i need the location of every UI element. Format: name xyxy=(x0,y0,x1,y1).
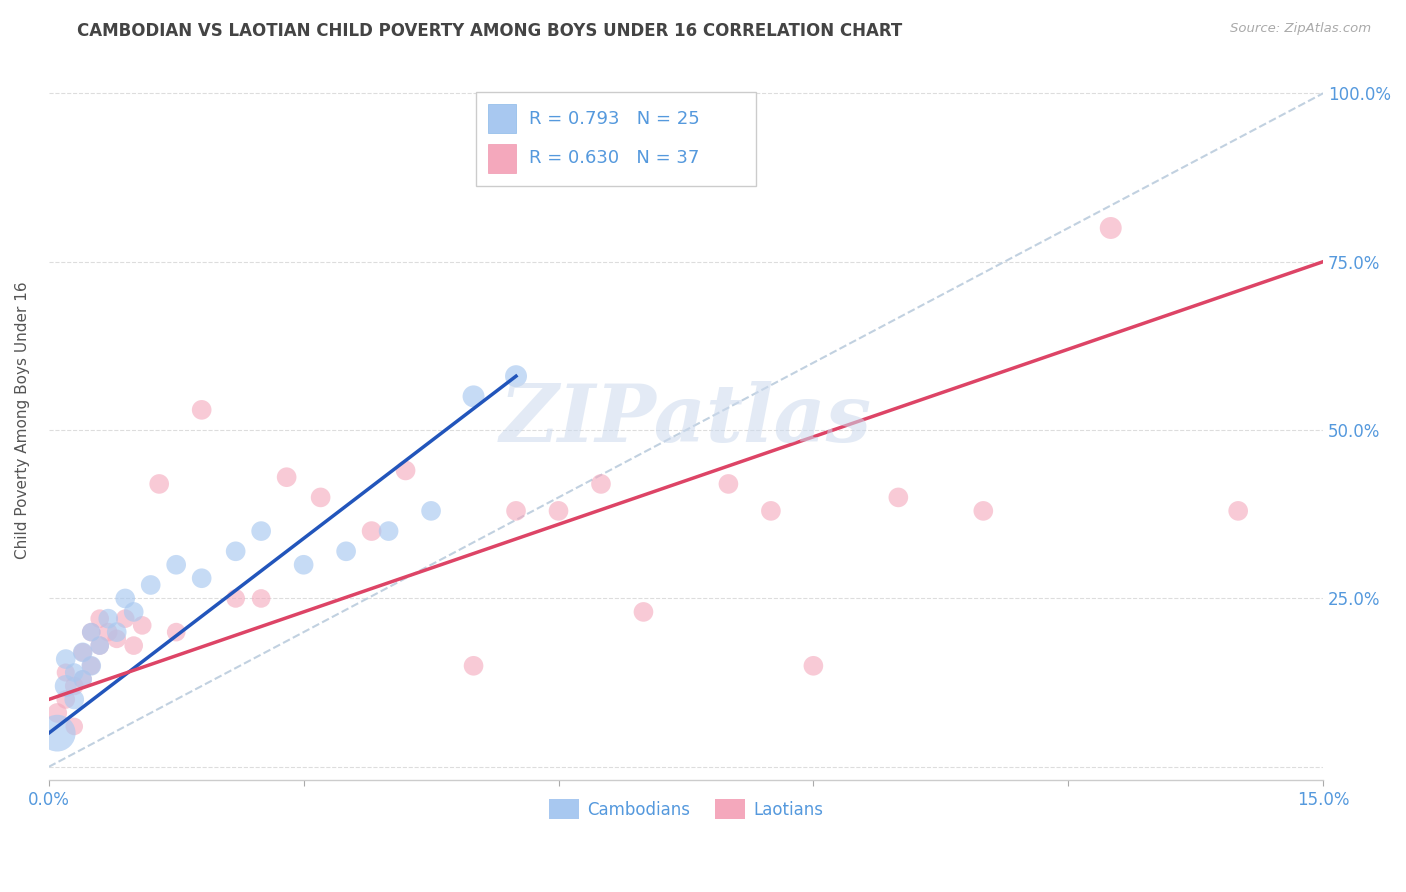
Point xyxy=(139,578,162,592)
Point xyxy=(72,673,94,687)
Point xyxy=(105,625,128,640)
Point xyxy=(309,491,332,505)
Point xyxy=(250,524,273,538)
Point xyxy=(759,504,782,518)
Point xyxy=(55,692,77,706)
Point xyxy=(190,571,212,585)
Point xyxy=(803,658,825,673)
Point xyxy=(97,625,120,640)
Point xyxy=(589,477,612,491)
Point xyxy=(1227,504,1250,518)
Point xyxy=(80,625,103,640)
Point xyxy=(80,658,103,673)
Point xyxy=(463,389,485,403)
Point xyxy=(276,470,298,484)
Point xyxy=(505,504,527,518)
Point xyxy=(63,679,86,693)
Text: R = 0.630   N = 37: R = 0.630 N = 37 xyxy=(529,149,700,168)
Point xyxy=(122,639,145,653)
Point xyxy=(377,524,399,538)
Point xyxy=(972,504,994,518)
Point xyxy=(1099,221,1122,235)
Point xyxy=(72,673,94,687)
Point xyxy=(463,658,485,673)
Point xyxy=(105,632,128,646)
Point xyxy=(190,402,212,417)
Point xyxy=(63,719,86,733)
Point xyxy=(55,665,77,680)
Point xyxy=(394,463,416,477)
Point xyxy=(97,612,120,626)
Point xyxy=(89,612,111,626)
Point xyxy=(335,544,357,558)
Point xyxy=(131,618,153,632)
Point xyxy=(72,645,94,659)
Point xyxy=(225,591,247,606)
Text: CAMBODIAN VS LAOTIAN CHILD POVERTY AMONG BOYS UNDER 16 CORRELATION CHART: CAMBODIAN VS LAOTIAN CHILD POVERTY AMONG… xyxy=(77,22,903,40)
Point xyxy=(887,491,910,505)
Point xyxy=(292,558,315,572)
Point xyxy=(250,591,273,606)
Point xyxy=(89,639,111,653)
Point xyxy=(46,726,69,740)
Point xyxy=(63,665,86,680)
Point xyxy=(547,504,569,518)
Point xyxy=(114,591,136,606)
Point xyxy=(46,706,69,720)
Point xyxy=(80,625,103,640)
Point xyxy=(420,504,443,518)
Point xyxy=(633,605,655,619)
Point xyxy=(717,477,740,491)
Point xyxy=(114,612,136,626)
Point xyxy=(80,658,103,673)
Point xyxy=(225,544,247,558)
Text: R = 0.793   N = 25: R = 0.793 N = 25 xyxy=(529,110,700,128)
Point xyxy=(165,558,187,572)
Point xyxy=(55,679,77,693)
Point xyxy=(63,692,86,706)
Point xyxy=(505,369,527,384)
FancyBboxPatch shape xyxy=(488,104,516,133)
Text: Source: ZipAtlas.com: Source: ZipAtlas.com xyxy=(1230,22,1371,36)
Point xyxy=(89,639,111,653)
Point xyxy=(72,645,94,659)
Point xyxy=(122,605,145,619)
Point xyxy=(165,625,187,640)
Point xyxy=(55,652,77,666)
Y-axis label: Child Poverty Among Boys Under 16: Child Poverty Among Boys Under 16 xyxy=(15,281,30,558)
Point xyxy=(360,524,382,538)
Text: ZIPatlas: ZIPatlas xyxy=(501,381,872,458)
Point xyxy=(148,477,170,491)
FancyBboxPatch shape xyxy=(488,144,516,173)
Legend: Cambodians, Laotians: Cambodians, Laotians xyxy=(541,792,830,826)
FancyBboxPatch shape xyxy=(475,92,756,186)
